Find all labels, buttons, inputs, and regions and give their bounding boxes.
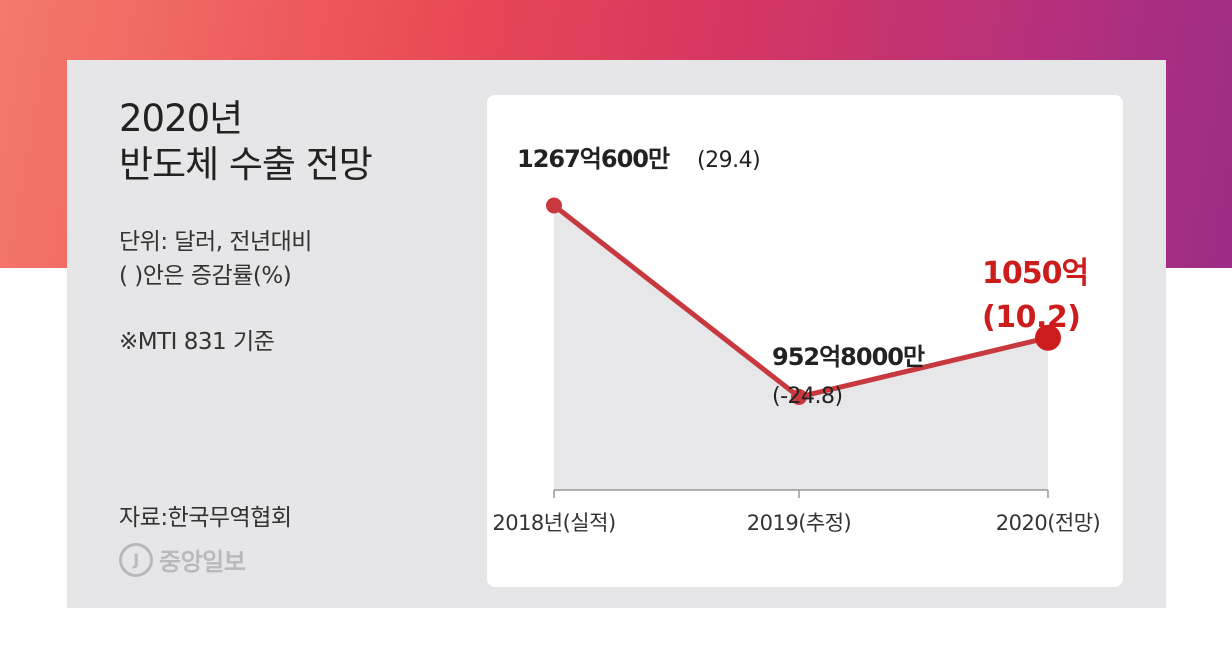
mti-note: ※MTI 831 기준 [119, 329, 275, 355]
data-label-3: 1050억 [982, 256, 1088, 291]
area-fill [554, 205, 1048, 490]
title-main: 반도체 수출 전망 [119, 143, 373, 186]
change-label-2: (-24.8) [772, 384, 843, 409]
source-text: 자료:한국무역협회 [119, 505, 292, 531]
x-tick-label-2: 2019(추정) [747, 511, 851, 535]
data-label-2: 952억8000만 [772, 343, 925, 371]
x-tick-label-3: 2020(전망) [996, 511, 1100, 535]
unit-line: 단위: 달러, 전년대비 [119, 229, 312, 255]
data-label-1: 1267억600만 [517, 145, 670, 173]
publisher-name: 중앙일보 [159, 548, 246, 576]
change-rate-line: ( )안은 증감률(%) [119, 263, 292, 289]
x-tick-label-1: 2018년(실적) [492, 511, 615, 535]
data-point-3 [1035, 324, 1061, 351]
title-year: 2020년 [119, 97, 243, 140]
data-point-1 [546, 197, 562, 214]
j-logo-icon: J [119, 542, 153, 577]
plot-panel: 2018년(실적) 2019(추정) 2020(전망) 1267억600만 (29.4)… [487, 95, 1123, 587]
unit-note: 단위: 달러, 전년대비 ( )안은 증감률(%) [119, 225, 312, 293]
publisher-logo: J 중앙일보 [119, 542, 246, 577]
line-chart: 2018년(실적) 2019(추정) 2020(전망) 1267억600만 (29.4)… [492, 145, 1100, 535]
infographic-card: 2020년 반도체 수출 전망 단위: 달러, 전년대비 ( )안은 증감률(%… [67, 60, 1166, 608]
change-label-3: (10.2) [982, 300, 1080, 335]
change-label-1: (29.4) [697, 148, 760, 173]
chart-title: 2020년 반도체 수출 전망 [119, 96, 373, 188]
data-point-2 [791, 388, 807, 405]
